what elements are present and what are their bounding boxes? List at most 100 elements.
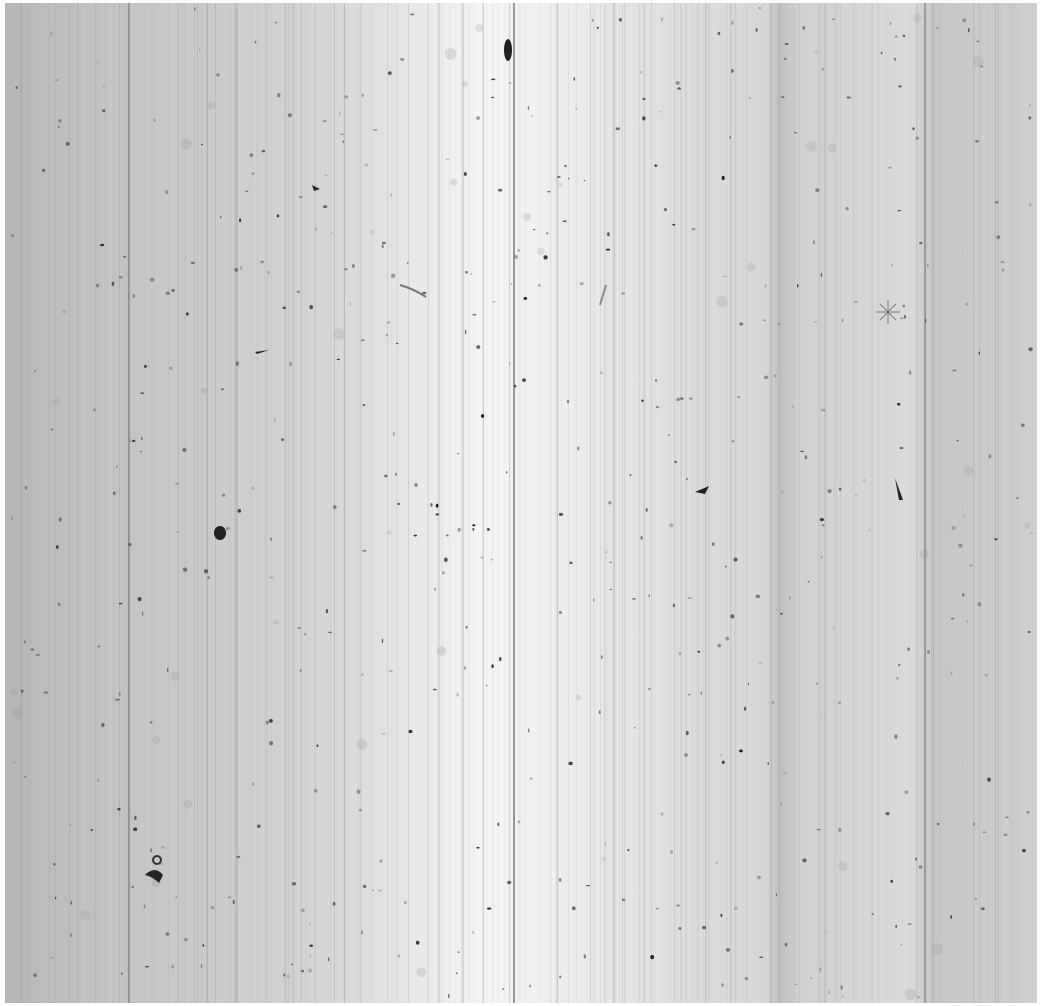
speck bbox=[975, 140, 979, 143]
speck bbox=[169, 366, 173, 370]
speck bbox=[907, 647, 911, 651]
speck bbox=[434, 587, 436, 591]
speck bbox=[783, 57, 787, 60]
speck bbox=[820, 272, 823, 278]
speck bbox=[823, 713, 826, 715]
speck bbox=[490, 558, 494, 561]
organism bbox=[599, 284, 607, 306]
speck bbox=[165, 190, 168, 195]
speck bbox=[676, 397, 680, 402]
speck bbox=[907, 923, 912, 925]
organism bbox=[312, 185, 320, 191]
speck bbox=[486, 528, 490, 531]
faint-particle bbox=[931, 943, 944, 955]
speck bbox=[381, 638, 384, 644]
speck bbox=[545, 232, 549, 235]
speck bbox=[793, 132, 798, 134]
faint-particle bbox=[10, 688, 18, 696]
speck bbox=[898, 85, 902, 88]
speck bbox=[265, 720, 269, 725]
speck bbox=[978, 351, 980, 355]
speck bbox=[579, 282, 584, 285]
speck bbox=[529, 984, 532, 988]
speck bbox=[128, 543, 132, 547]
speck bbox=[1029, 202, 1032, 207]
speck bbox=[472, 527, 475, 531]
speck bbox=[446, 534, 449, 537]
speck bbox=[113, 491, 116, 495]
speck bbox=[782, 771, 787, 775]
speck bbox=[336, 358, 341, 361]
speck bbox=[456, 972, 458, 975]
speck bbox=[661, 17, 663, 22]
organism bbox=[504, 39, 512, 61]
speck bbox=[50, 956, 53, 959]
speck bbox=[392, 431, 395, 437]
speck bbox=[480, 414, 485, 418]
speck bbox=[118, 602, 123, 605]
speck bbox=[97, 645, 100, 648]
speck bbox=[167, 667, 169, 673]
speck bbox=[309, 922, 311, 926]
speck bbox=[182, 567, 188, 572]
speck bbox=[281, 438, 284, 441]
speck bbox=[378, 889, 382, 892]
speck bbox=[967, 28, 970, 33]
speck bbox=[543, 255, 548, 260]
speck bbox=[464, 666, 466, 670]
speck bbox=[759, 956, 764, 959]
speck bbox=[132, 294, 135, 299]
speck bbox=[889, 22, 892, 26]
speck bbox=[863, 478, 866, 483]
speck bbox=[54, 896, 57, 900]
speck bbox=[678, 926, 682, 930]
speck bbox=[711, 542, 715, 546]
speck bbox=[641, 399, 644, 402]
speck bbox=[472, 313, 477, 316]
speck bbox=[794, 983, 798, 986]
speck bbox=[648, 594, 651, 598]
speck bbox=[810, 976, 812, 980]
speck bbox=[395, 342, 399, 345]
speck bbox=[131, 886, 134, 888]
speck bbox=[283, 973, 286, 977]
faint-particle bbox=[462, 81, 468, 87]
speck bbox=[575, 107, 578, 110]
speck bbox=[557, 175, 561, 178]
speck bbox=[583, 179, 586, 182]
speck bbox=[678, 651, 682, 656]
speck bbox=[530, 114, 533, 117]
speck bbox=[888, 166, 892, 169]
speck bbox=[274, 417, 276, 422]
speck bbox=[100, 243, 105, 247]
speck bbox=[648, 687, 651, 691]
faint-particle bbox=[601, 856, 606, 862]
speck bbox=[675, 81, 680, 85]
faint-particle bbox=[747, 262, 756, 272]
speck bbox=[897, 402, 901, 406]
speck bbox=[175, 896, 178, 899]
speck bbox=[58, 118, 62, 123]
speck bbox=[69, 824, 71, 826]
speck bbox=[739, 749, 743, 753]
speck bbox=[24, 486, 28, 490]
speck bbox=[15, 86, 18, 89]
speck bbox=[435, 513, 439, 516]
speck bbox=[149, 720, 153, 724]
speck bbox=[234, 268, 239, 272]
faint-particle bbox=[913, 13, 923, 23]
speck bbox=[65, 142, 70, 146]
faint-particle bbox=[436, 645, 447, 656]
speck bbox=[117, 807, 121, 811]
speck bbox=[252, 782, 254, 786]
speck bbox=[642, 116, 646, 121]
faint-particle bbox=[206, 100, 216, 110]
speck bbox=[659, 111, 662, 113]
speck bbox=[140, 450, 143, 453]
speck bbox=[149, 278, 155, 282]
speck bbox=[176, 531, 179, 533]
speck bbox=[361, 930, 363, 935]
speck bbox=[605, 248, 611, 251]
speck bbox=[627, 849, 630, 852]
